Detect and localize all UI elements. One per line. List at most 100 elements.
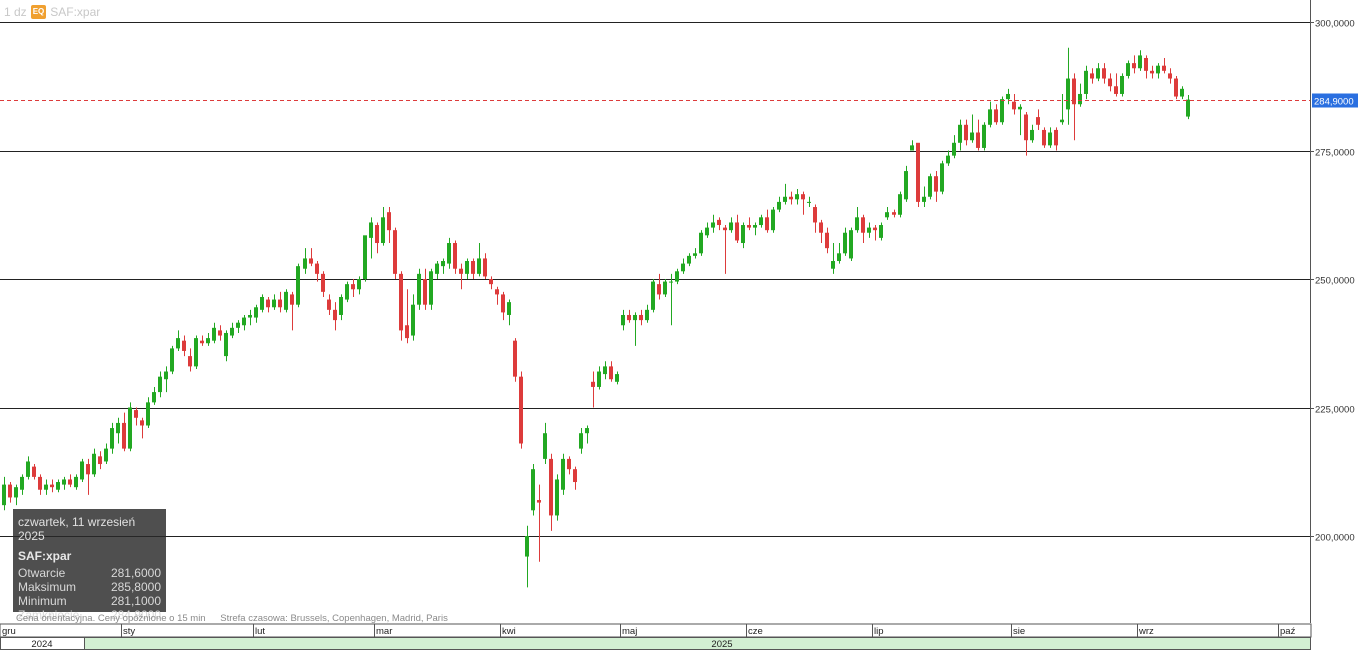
candle-body[interactable]	[855, 217, 859, 231]
candle-body[interactable]	[1162, 65, 1166, 71]
candle[interactable]	[609, 361, 613, 382]
candle[interactable]	[645, 304, 649, 323]
candle-body[interactable]	[1000, 99, 1004, 123]
interval-label[interactable]: 1 dz	[4, 5, 27, 19]
candle[interactable]	[86, 458, 90, 495]
candle[interactable]	[110, 422, 114, 454]
candle-body[interactable]	[585, 428, 589, 434]
candle[interactable]	[621, 309, 625, 331]
candle[interactable]	[489, 276, 493, 290]
candle[interactable]	[807, 196, 811, 208]
candle-body[interactable]	[789, 196, 793, 200]
candle-body[interactable]	[1096, 68, 1100, 79]
candle-body[interactable]	[922, 196, 926, 202]
candle-body[interactable]	[1048, 132, 1052, 146]
candle[interactable]	[537, 484, 541, 562]
candle-body[interactable]	[639, 314, 643, 321]
candle[interactable]	[747, 217, 751, 231]
candle[interactable]	[669, 273, 673, 326]
candle-body[interactable]	[411, 304, 415, 336]
candle-body[interactable]	[531, 469, 535, 511]
candle[interactable]	[435, 261, 439, 279]
candle-body[interactable]	[309, 258, 313, 264]
candle[interactable]	[62, 476, 66, 490]
candle-body[interactable]	[525, 536, 529, 557]
candle[interactable]	[711, 214, 715, 233]
candle-body[interactable]	[873, 227, 877, 231]
candle-body[interactable]	[645, 309, 649, 321]
candle[interactable]	[1096, 63, 1100, 82]
candle[interactable]	[561, 453, 565, 495]
candle[interactable]	[699, 230, 703, 256]
candle[interactable]	[904, 165, 908, 202]
candle[interactable]	[555, 474, 559, 521]
candle-body[interactable]	[230, 327, 234, 336]
candle-body[interactable]	[879, 225, 883, 238]
candle-body[interactable]	[994, 109, 998, 123]
candle-body[interactable]	[537, 500, 541, 503]
candle-body[interactable]	[621, 314, 625, 326]
candle[interactable]	[152, 386, 156, 405]
candle-body[interactable]	[387, 212, 391, 231]
candle[interactable]	[56, 479, 60, 493]
candle-body[interactable]	[1186, 99, 1190, 117]
candle-body[interactable]	[351, 284, 355, 290]
candle[interactable]	[879, 222, 883, 241]
candle-body[interactable]	[675, 271, 679, 282]
candle[interactable]	[934, 171, 938, 202]
candle-body[interactable]	[1006, 93, 1010, 100]
candle-body[interactable]	[597, 371, 601, 387]
candle-body[interactable]	[1102, 68, 1106, 79]
candle-body[interactable]	[1042, 129, 1046, 146]
candle[interactable]	[1012, 93, 1016, 115]
candle-body[interactable]	[867, 227, 871, 233]
candle[interactable]	[74, 474, 78, 490]
candle[interactable]	[735, 214, 739, 244]
candle-body[interactable]	[1072, 78, 1076, 105]
candle-body[interactable]	[892, 212, 896, 215]
candle-body[interactable]	[381, 217, 385, 244]
candle[interactable]	[393, 227, 397, 279]
candle-body[interactable]	[441, 261, 445, 267]
candle-body[interactable]	[681, 263, 685, 272]
candle-body[interactable]	[1012, 101, 1016, 110]
candle[interactable]	[777, 196, 781, 213]
candle-body[interactable]	[176, 338, 180, 349]
candle[interactable]	[224, 330, 228, 362]
candle-body[interactable]	[904, 171, 908, 200]
candle-body[interactable]	[687, 255, 691, 264]
candle-body[interactable]	[465, 261, 469, 274]
candle-body[interactable]	[928, 176, 932, 197]
candle[interactable]	[579, 428, 583, 454]
candle[interactable]	[759, 214, 763, 228]
candle[interactable]	[260, 294, 264, 313]
candle-body[interactable]	[831, 261, 835, 269]
candle[interactable]	[218, 325, 222, 341]
candle[interactable]	[471, 258, 475, 279]
candle[interactable]	[1078, 83, 1082, 107]
candle[interactable]	[519, 371, 523, 449]
candle-body[interactable]	[489, 279, 493, 285]
candle[interactable]	[1150, 65, 1154, 79]
candle-body[interactable]	[188, 356, 192, 367]
candle[interactable]	[525, 525, 529, 588]
candle[interactable]	[1180, 86, 1184, 100]
candle-body[interactable]	[771, 209, 775, 231]
candle-body[interactable]	[699, 232, 703, 254]
candle-body[interactable]	[759, 217, 763, 226]
candle-body[interactable]	[765, 217, 769, 231]
candles[interactable]	[2, 47, 1190, 588]
candle[interactable]	[898, 191, 902, 218]
candle-body[interactable]	[946, 155, 950, 164]
candle[interactable]	[819, 219, 823, 244]
candle-body[interactable]	[1132, 63, 1136, 69]
candle-body[interactable]	[2, 484, 6, 506]
candle-body[interactable]	[32, 466, 36, 477]
candle[interactable]	[122, 412, 126, 452]
candle[interactable]	[1090, 68, 1094, 84]
candle-body[interactable]	[284, 291, 288, 310]
candle-body[interactable]	[747, 225, 751, 228]
candle-body[interactable]	[68, 479, 72, 485]
candle-body[interactable]	[152, 392, 156, 403]
candle-body[interactable]	[1108, 78, 1112, 87]
